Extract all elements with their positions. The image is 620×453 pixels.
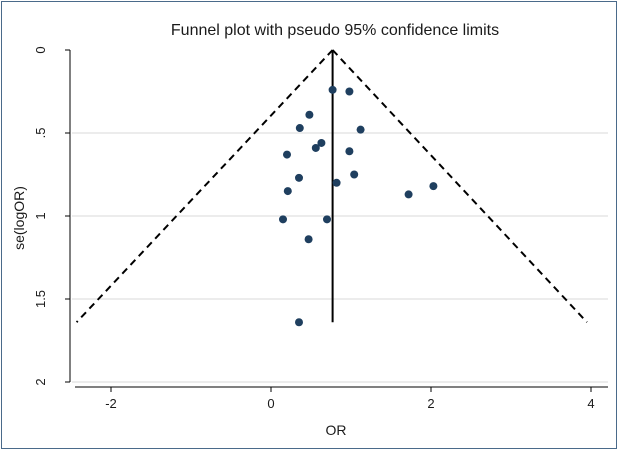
data-point-1 bbox=[345, 87, 354, 96]
chart-title: Funnel plot with pseudo 95% confidence l… bbox=[171, 22, 499, 39]
data-point-3 bbox=[295, 124, 304, 133]
y-tick-label-3: 1.5 bbox=[33, 290, 48, 308]
axes: 0 .5 1 1.5 2 -2 0 2 4 bbox=[33, 46, 608, 411]
data-point-9 bbox=[350, 170, 359, 179]
data-point-2 bbox=[305, 110, 314, 119]
data-point-7 bbox=[345, 147, 354, 156]
x-tick-label-2: 2 bbox=[427, 396, 434, 411]
x-tick-label-1: 0 bbox=[267, 396, 274, 411]
data-point-6 bbox=[311, 143, 320, 152]
confidence-limits bbox=[75, 49, 588, 323]
data-point-5 bbox=[317, 138, 326, 147]
data-point-0 bbox=[328, 85, 337, 94]
data-point-10 bbox=[295, 173, 303, 182]
data-point-17 bbox=[304, 235, 313, 244]
data-point-14 bbox=[404, 190, 413, 199]
data-point-16 bbox=[323, 215, 331, 224]
data-point-11 bbox=[332, 178, 341, 187]
y-axis-label: se(logOR) bbox=[11, 186, 27, 250]
data-point-12 bbox=[429, 182, 438, 191]
x-tick-label-0: -2 bbox=[105, 396, 117, 411]
y-tick-label-1: .5 bbox=[33, 128, 48, 139]
plot-area bbox=[70, 50, 610, 387]
data-point-4 bbox=[356, 125, 365, 134]
x-tick-label-3: 4 bbox=[587, 396, 594, 411]
grid-lines bbox=[72, 132, 608, 383]
x-axis-label: OR bbox=[326, 422, 347, 438]
data-point-18 bbox=[295, 318, 303, 327]
data-points bbox=[279, 85, 438, 327]
data-point-15 bbox=[279, 215, 287, 224]
y-tick-label-4: 2 bbox=[33, 378, 48, 385]
upper-confidence-limit bbox=[331, 49, 588, 323]
data-point-8 bbox=[283, 150, 291, 159]
lower-confidence-limit bbox=[75, 49, 334, 323]
y-tick-label-2: 1 bbox=[33, 212, 48, 219]
data-point-13 bbox=[283, 187, 292, 196]
y-tick-label-0: 0 bbox=[33, 46, 48, 53]
